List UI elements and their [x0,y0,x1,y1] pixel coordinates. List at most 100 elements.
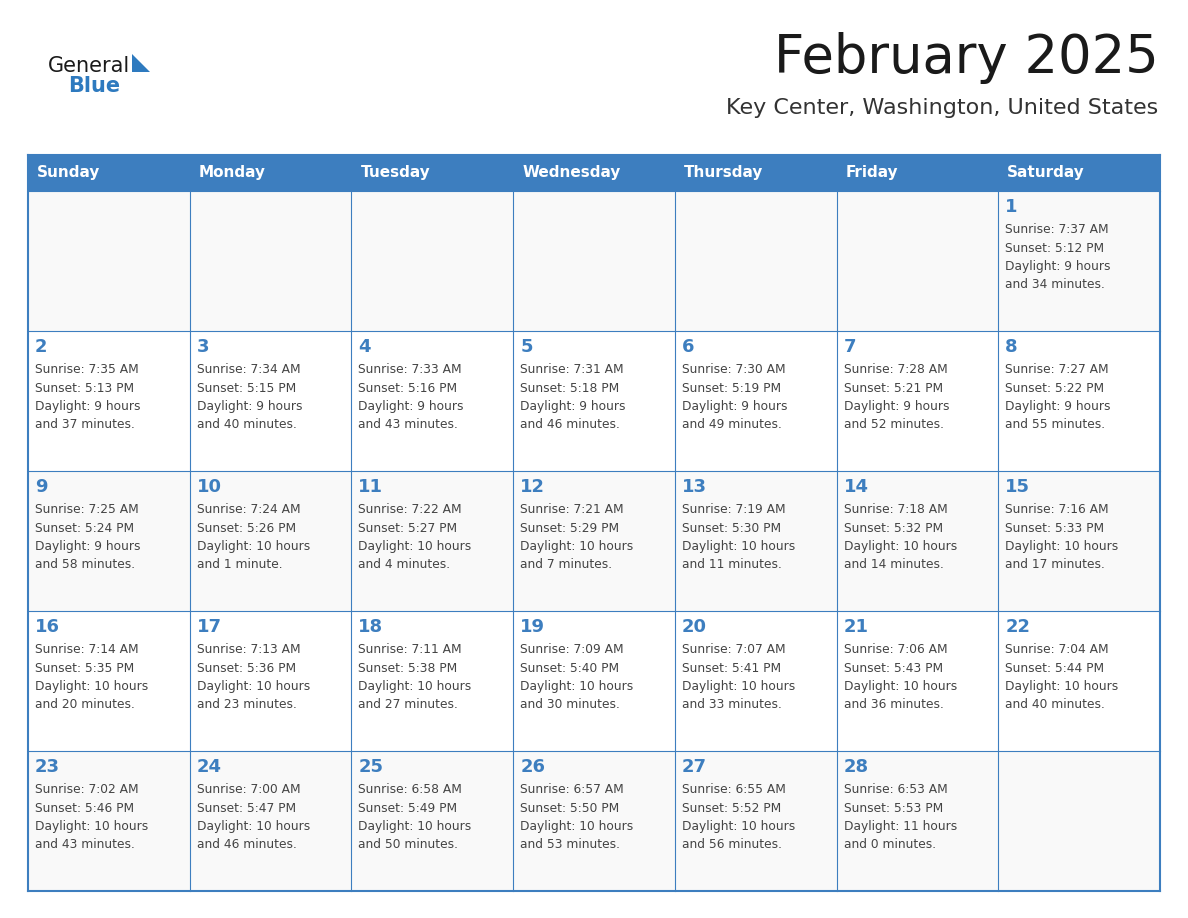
Text: Tuesday: Tuesday [360,165,430,181]
Bar [836,471,998,611]
Text: 25: 25 [359,758,384,776]
Text: Sunrise: 6:58 AM
Sunset: 5:49 PM
Daylight: 10 hours
and 50 minutes.: Sunrise: 6:58 AM Sunset: 5:49 PM Dayligh… [359,783,472,852]
Bar [675,191,836,331]
Text: Sunrise: 7:34 AM
Sunset: 5:15 PM
Daylight: 9 hours
and 40 minutes.: Sunrise: 7:34 AM Sunset: 5:15 PM Dayligh… [197,363,302,431]
Text: Sunrise: 6:55 AM
Sunset: 5:52 PM
Daylight: 10 hours
and 56 minutes.: Sunrise: 6:55 AM Sunset: 5:52 PM Dayligh… [682,783,795,852]
Bar [998,155,1159,191]
Text: 18: 18 [359,618,384,636]
Bar [675,155,836,191]
Text: Friday: Friday [846,165,898,181]
Text: 7: 7 [843,338,857,356]
Text: 15: 15 [1005,478,1030,496]
Bar [675,751,836,891]
Text: Sunrise: 7:13 AM
Sunset: 5:36 PM
Daylight: 10 hours
and 23 minutes.: Sunrise: 7:13 AM Sunset: 5:36 PM Dayligh… [197,643,310,711]
Bar [513,471,675,611]
Text: Sunrise: 7:33 AM
Sunset: 5:16 PM
Daylight: 9 hours
and 43 minutes.: Sunrise: 7:33 AM Sunset: 5:16 PM Dayligh… [359,363,465,431]
Text: 19: 19 [520,618,545,636]
Text: 21: 21 [843,618,868,636]
Bar [513,751,675,891]
Text: Sunrise: 7:06 AM
Sunset: 5:43 PM
Daylight: 10 hours
and 36 minutes.: Sunrise: 7:06 AM Sunset: 5:43 PM Dayligh… [843,643,956,711]
Text: 13: 13 [682,478,707,496]
Text: 4: 4 [359,338,371,356]
Bar [998,751,1159,891]
Polygon shape [132,54,150,72]
Bar [352,155,513,191]
Bar [190,331,352,471]
Bar [513,191,675,331]
Text: 14: 14 [843,478,868,496]
Bar [190,611,352,751]
Text: 20: 20 [682,618,707,636]
Bar [513,611,675,751]
Text: 10: 10 [197,478,222,496]
Text: 24: 24 [197,758,222,776]
Text: 9: 9 [34,478,48,496]
Text: Sunrise: 7:18 AM
Sunset: 5:32 PM
Daylight: 10 hours
and 14 minutes.: Sunrise: 7:18 AM Sunset: 5:32 PM Dayligh… [843,503,956,572]
Text: Sunrise: 7:09 AM
Sunset: 5:40 PM
Daylight: 10 hours
and 30 minutes.: Sunrise: 7:09 AM Sunset: 5:40 PM Dayligh… [520,643,633,711]
Bar [675,331,836,471]
Text: Sunrise: 7:00 AM
Sunset: 5:47 PM
Daylight: 10 hours
and 46 minutes.: Sunrise: 7:00 AM Sunset: 5:47 PM Dayligh… [197,783,310,852]
Bar [352,471,513,611]
Bar [29,751,190,891]
Bar [29,331,190,471]
Bar [513,331,675,471]
Text: 6: 6 [682,338,694,356]
Bar [675,611,836,751]
Text: Sunrise: 7:37 AM
Sunset: 5:12 PM
Daylight: 9 hours
and 34 minutes.: Sunrise: 7:37 AM Sunset: 5:12 PM Dayligh… [1005,223,1111,292]
Text: 1: 1 [1005,198,1018,216]
Bar [998,331,1159,471]
Text: 28: 28 [843,758,868,776]
Bar [29,155,190,191]
Text: Saturday: Saturday [1007,165,1085,181]
Text: Sunrise: 6:53 AM
Sunset: 5:53 PM
Daylight: 11 hours
and 0 minutes.: Sunrise: 6:53 AM Sunset: 5:53 PM Dayligh… [843,783,956,852]
Bar [836,191,998,331]
Text: 17: 17 [197,618,222,636]
Text: Monday: Monday [198,165,266,181]
Text: Sunrise: 7:21 AM
Sunset: 5:29 PM
Daylight: 10 hours
and 7 minutes.: Sunrise: 7:21 AM Sunset: 5:29 PM Dayligh… [520,503,633,572]
Bar [29,471,190,611]
Bar [998,611,1159,751]
Text: Sunrise: 7:30 AM
Sunset: 5:19 PM
Daylight: 9 hours
and 49 minutes.: Sunrise: 7:30 AM Sunset: 5:19 PM Dayligh… [682,363,788,431]
Text: Sunrise: 7:35 AM
Sunset: 5:13 PM
Daylight: 9 hours
and 37 minutes.: Sunrise: 7:35 AM Sunset: 5:13 PM Dayligh… [34,363,140,431]
Bar [190,155,352,191]
Text: Sunrise: 7:04 AM
Sunset: 5:44 PM
Daylight: 10 hours
and 40 minutes.: Sunrise: 7:04 AM Sunset: 5:44 PM Dayligh… [1005,643,1119,711]
Bar [352,611,513,751]
Text: Thursday: Thursday [684,165,763,181]
Text: 26: 26 [520,758,545,776]
Text: Sunrise: 7:19 AM
Sunset: 5:30 PM
Daylight: 10 hours
and 11 minutes.: Sunrise: 7:19 AM Sunset: 5:30 PM Dayligh… [682,503,795,572]
Bar [29,611,190,751]
Bar [29,191,190,331]
Bar [998,191,1159,331]
Text: Blue: Blue [68,76,120,96]
Text: Sunrise: 7:24 AM
Sunset: 5:26 PM
Daylight: 10 hours
and 1 minute.: Sunrise: 7:24 AM Sunset: 5:26 PM Dayligh… [197,503,310,572]
Bar [352,331,513,471]
Text: 5: 5 [520,338,532,356]
Text: Sunrise: 7:02 AM
Sunset: 5:46 PM
Daylight: 10 hours
and 43 minutes.: Sunrise: 7:02 AM Sunset: 5:46 PM Dayligh… [34,783,148,852]
Text: 2: 2 [34,338,48,356]
Bar [352,751,513,891]
Text: Wednesday: Wednesday [523,165,620,181]
Text: Sunrise: 7:31 AM
Sunset: 5:18 PM
Daylight: 9 hours
and 46 minutes.: Sunrise: 7:31 AM Sunset: 5:18 PM Dayligh… [520,363,626,431]
Text: Sunrise: 7:11 AM
Sunset: 5:38 PM
Daylight: 10 hours
and 27 minutes.: Sunrise: 7:11 AM Sunset: 5:38 PM Dayligh… [359,643,472,711]
Text: Sunrise: 7:28 AM
Sunset: 5:21 PM
Daylight: 9 hours
and 52 minutes.: Sunrise: 7:28 AM Sunset: 5:21 PM Dayligh… [843,363,949,431]
Text: 8: 8 [1005,338,1018,356]
Bar [836,751,998,891]
Text: 23: 23 [34,758,61,776]
Text: 11: 11 [359,478,384,496]
Bar [513,155,675,191]
Bar [190,191,352,331]
Text: 3: 3 [197,338,209,356]
Bar [998,471,1159,611]
Text: Key Center, Washington, United States: Key Center, Washington, United States [726,98,1158,118]
Bar [675,471,836,611]
Text: Sunrise: 7:25 AM
Sunset: 5:24 PM
Daylight: 9 hours
and 58 minutes.: Sunrise: 7:25 AM Sunset: 5:24 PM Dayligh… [34,503,140,572]
Text: Sunrise: 7:14 AM
Sunset: 5:35 PM
Daylight: 10 hours
and 20 minutes.: Sunrise: 7:14 AM Sunset: 5:35 PM Dayligh… [34,643,148,711]
Text: General: General [48,56,131,76]
Bar [836,611,998,751]
Text: 27: 27 [682,758,707,776]
Bar [190,471,352,611]
Text: Sunrise: 7:27 AM
Sunset: 5:22 PM
Daylight: 9 hours
and 55 minutes.: Sunrise: 7:27 AM Sunset: 5:22 PM Dayligh… [1005,363,1111,431]
Bar [352,191,513,331]
Text: Sunrise: 7:07 AM
Sunset: 5:41 PM
Daylight: 10 hours
and 33 minutes.: Sunrise: 7:07 AM Sunset: 5:41 PM Dayligh… [682,643,795,711]
Bar [836,331,998,471]
